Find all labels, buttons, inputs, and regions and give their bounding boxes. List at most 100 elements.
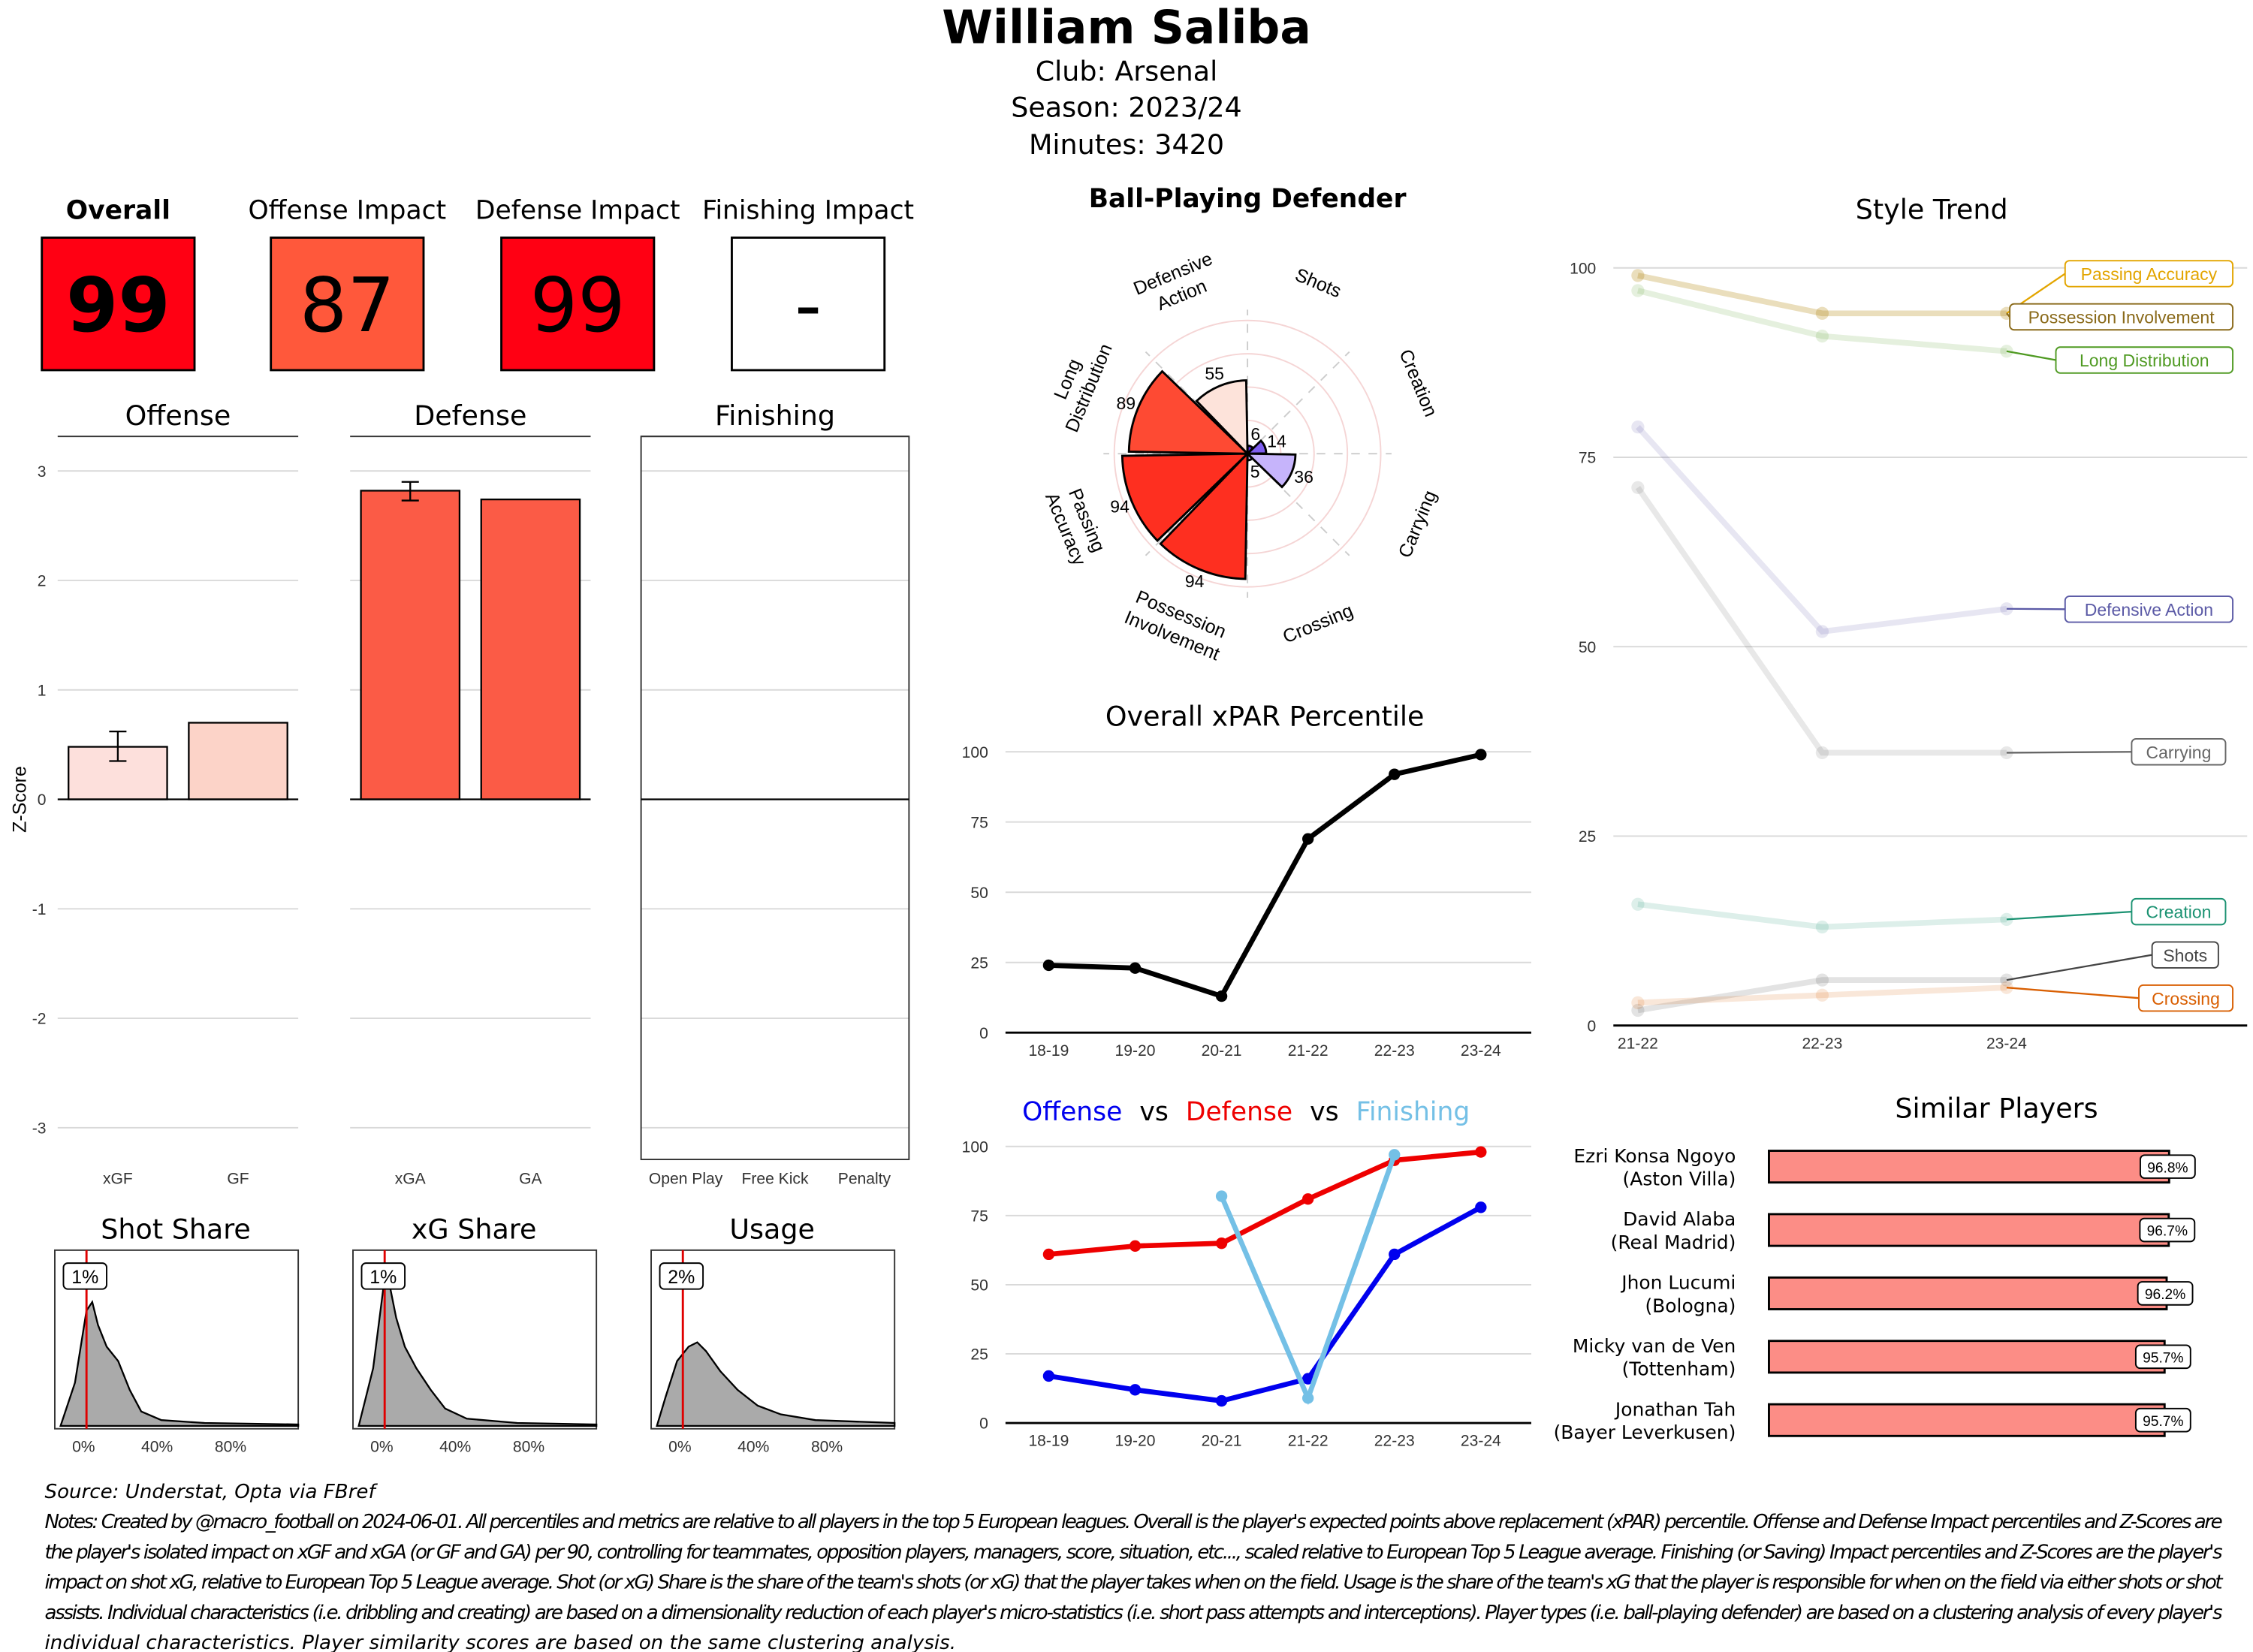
similarity-label: 95.7%: [2143, 1414, 2183, 1430]
similarity-label: 96.7%: [2147, 1224, 2188, 1240]
y-tick-label: -2: [32, 1011, 47, 1028]
data-point: [1815, 306, 1829, 320]
player-club: (Bologna): [1645, 1295, 1736, 1316]
data-point: [1631, 996, 1645, 1010]
x-tick-label: 0%: [72, 1438, 95, 1455]
series-label-box: [2055, 346, 2234, 374]
y-tick-label: 50: [970, 1277, 988, 1295]
data-point: [1215, 990, 1228, 1002]
category-label: Crossing: [1280, 600, 1356, 648]
similarity-label-box: [2134, 1407, 2191, 1433]
similarity-label-box: [2139, 1154, 2196, 1179]
data-point: [1815, 988, 1829, 1002]
error-bar: [401, 481, 419, 502]
minutes: Minutes: 3420: [1029, 128, 1224, 161]
x-tick-label: Penalty: [838, 1171, 891, 1188]
chart-title: Similar Players: [1895, 1092, 2098, 1124]
x-tick-label: xGA: [395, 1171, 427, 1188]
x-tick-label: 22-23: [1374, 1433, 1415, 1450]
x-tick-label: 80%: [215, 1438, 246, 1455]
series-label: Passing Accuracy: [2081, 264, 2218, 284]
data-point: [1129, 1240, 1142, 1253]
data-point: [1389, 768, 1401, 780]
data-point: [1042, 1370, 1055, 1382]
style-trend-chart: 0 25 50 75 100 21-22 22-23 23-24 Style Trend Pass…: [1570, 194, 2248, 1052]
x-tick-label: 18-19: [1028, 1042, 1069, 1060]
radar-ring: [1113, 319, 1382, 588]
y-tick-label: -3: [32, 1120, 47, 1138]
y-tick-label: 75: [970, 1208, 988, 1225]
similarity-bar: [1768, 1213, 2170, 1247]
data-point: [1302, 833, 1314, 845]
impact-label: Overall: [66, 196, 170, 226]
y-tick-label: 100: [962, 744, 988, 761]
x-tick-label: 40%: [141, 1438, 173, 1455]
impact-value: 99: [530, 261, 626, 349]
x-tick-label: 22-23: [1802, 1035, 1842, 1052]
y-tick-label: 3: [38, 463, 47, 481]
x-tick-label: 21-22: [1288, 1433, 1329, 1450]
data-point: [1815, 920, 1829, 934]
season: Season: 2023/24: [1011, 91, 1241, 123]
series-label-box: [2151, 941, 2219, 969]
y-tick-label: 75: [970, 814, 988, 831]
category-label: Shots: [1292, 264, 1344, 302]
y-tick-label: 75: [1579, 450, 1596, 467]
x-tick-label: 80%: [513, 1438, 544, 1455]
panel-title: xG Share: [412, 1213, 537, 1246]
similarity-bar: [1768, 1276, 2168, 1310]
data-point: [1631, 284, 1645, 297]
x-tick-label: Free Kick: [741, 1171, 808, 1188]
similarity-label-box: [2137, 1281, 2194, 1306]
sector-value: 94: [1185, 571, 1205, 591]
zscore-chart: Z-Score 3 2 1 0 -1 -2 -3 Offense xGF GF Defense xGA G…: [10, 399, 910, 1188]
series-label: Shots: [2163, 945, 2207, 965]
panel-title: Offense: [125, 399, 231, 432]
xpar-chart: 0 25 50 75 100 18-19 19-20 20-21 21-22 22-23 23-24…: [962, 701, 1531, 1060]
source-note: Source: Understat, Opta via FBref: [45, 1481, 379, 1503]
series-label: Possession Involvement: [2028, 308, 2215, 327]
y-tick-label: 25: [970, 954, 988, 972]
label-connector: [2006, 607, 2065, 610]
series-label-box: [2064, 595, 2234, 623]
impact-label: Defense Impact: [475, 196, 680, 226]
density-area: [656, 1341, 896, 1427]
data-point: [1475, 1146, 1487, 1158]
player-name: William Saliba: [942, 2, 1311, 55]
x-tick-label: GA: [519, 1171, 542, 1188]
data-point: [1631, 481, 1645, 494]
y-tick-label: 0: [979, 1415, 988, 1433]
similarity-label: 96.2%: [2145, 1287, 2185, 1303]
impact-boxes: Overall 99 Offense Impact 87 Defense Impact 9…: [41, 196, 914, 372]
header: William Saliba Club: Arsenal Season: 202…: [942, 2, 1311, 161]
panel-border: [640, 436, 910, 1160]
sector-value: 14: [1267, 432, 1286, 451]
series-label: Defensive Action: [2085, 600, 2213, 620]
radar-spoke: [1247, 351, 1350, 454]
category-label-line: Creation: [1395, 346, 1441, 420]
sector-value: 55: [1205, 364, 1224, 384]
series-line: [1637, 977, 2007, 1014]
data-point: [1215, 1190, 1228, 1202]
marker-label: 1%: [369, 1267, 397, 1288]
data-point: [1815, 746, 1829, 760]
category-label-line: Crossing: [1280, 600, 1356, 648]
y-tick-label: 100: [962, 1138, 988, 1156]
chart-title: Style Trend: [1856, 194, 2008, 226]
bar: [480, 498, 581, 800]
series-label-box: [2009, 303, 2234, 331]
notes-line: impact on shot xG, relative to European …: [45, 1572, 2224, 1594]
notes-line: the player's isolated impact on xGF and …: [45, 1541, 2223, 1563]
series-label: Crossing: [2152, 989, 2220, 1008]
similarity-bar: [1768, 1403, 2166, 1437]
x-tick-label: 0%: [370, 1438, 393, 1455]
bar: [188, 722, 288, 800]
title-part: vs: [1139, 1097, 1168, 1127]
series-line: [1635, 486, 2007, 756]
y-tick-label: 0: [1588, 1017, 1597, 1035]
radar-chart: Ball-Playing Defender 6 Shots 14 Creation 36 C…: [1041, 184, 1441, 665]
panel-title: Usage: [729, 1213, 815, 1246]
series-label-box: [2131, 737, 2227, 766]
data-point: [1631, 420, 1645, 434]
